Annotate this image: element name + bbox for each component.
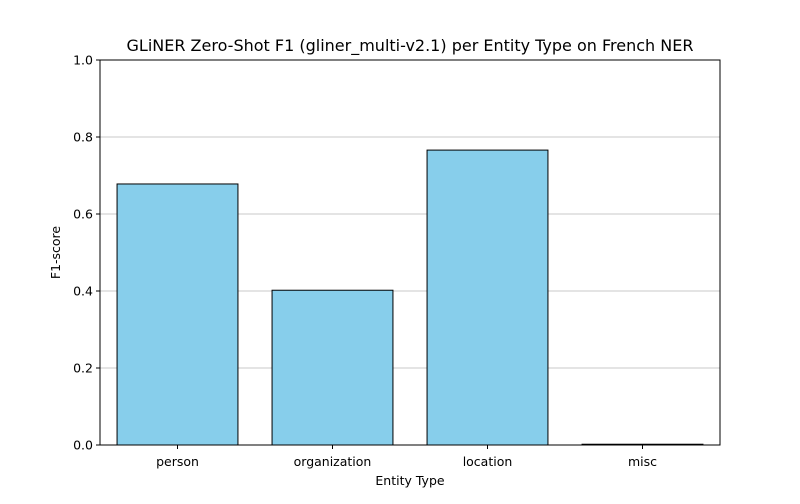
bar-person (116, 183, 239, 446)
y-tick-label: 0.2 (73, 361, 93, 376)
y-tick-label: 0.6 (73, 207, 93, 222)
chart-title: GLiNER Zero-Shot F1 (gliner_multi-v2.1) … (127, 36, 694, 56)
y-tick-label: 0.0 (73, 438, 93, 453)
x-tick-label-person: person (156, 454, 199, 469)
bar-location (426, 149, 549, 446)
x-axis-ticks: person organization location misc (156, 445, 657, 469)
x-tick-label-misc: misc (628, 454, 657, 469)
x-tick-label-organization: organization (294, 454, 372, 469)
y-tick-label: 0.4 (73, 284, 93, 299)
x-tick-label-location: location (463, 454, 513, 469)
y-axis-ticks: 0.0 0.2 0.4 0.6 0.8 1.0 (73, 53, 100, 453)
y-axis-label: F1-score (48, 226, 63, 280)
y-tick-label: 0.8 (73, 130, 93, 145)
plot-frame (99, 59, 721, 446)
y-tick-label: 1.0 (73, 53, 93, 68)
x-axis-label: Entity Type (375, 473, 444, 488)
bar-organization (271, 289, 394, 446)
bars (116, 149, 704, 446)
